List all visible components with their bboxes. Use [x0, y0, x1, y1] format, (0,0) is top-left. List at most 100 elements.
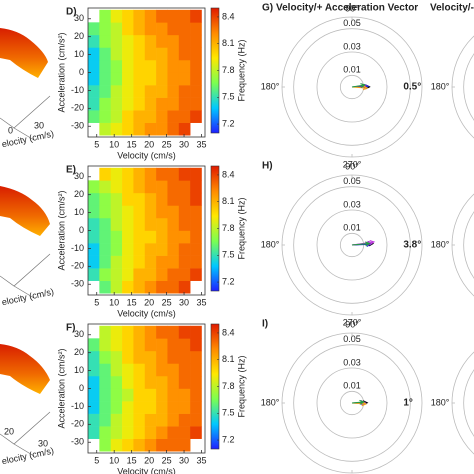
- heatmap-cell: [144, 426, 157, 439]
- y-tick-label: 0: [79, 67, 84, 77]
- heatmap-cell: [110, 325, 123, 339]
- y-tick-label: 20: [74, 347, 84, 357]
- heatmap-cell: [178, 438, 191, 452]
- x-tick-label: 5: [94, 455, 99, 465]
- panel-label: I): [262, 319, 268, 330]
- heatmap-cell: [167, 34, 180, 48]
- heatmap-cell: [122, 243, 134, 256]
- heatmap-cell: [133, 338, 146, 352]
- heatmap-cell: [167, 22, 180, 36]
- heatmap-cell: [122, 34, 134, 48]
- colorbar-tick-label: 7.2: [222, 118, 235, 128]
- heatmap-cell: [178, 280, 191, 294]
- y-tick-label: -10: [71, 85, 84, 95]
- heatmap-cell: [110, 47, 123, 61]
- heatmap-cell: [167, 255, 180, 269]
- surface-axis-label: elocity (cm/s): [1, 286, 55, 307]
- surface: [0, 344, 50, 394]
- surface-axis: [0, 411, 51, 457]
- heatmap-cell: [122, 205, 134, 219]
- heatmap-cell: [88, 217, 100, 231]
- heatmap-cell: [122, 363, 134, 377]
- heatmap-cell: [110, 217, 123, 231]
- heatmap-cell: [133, 426, 146, 439]
- heatmap-cell: [88, 388, 100, 402]
- y-tick-label: 10: [74, 365, 84, 375]
- heatmap-cell: [190, 85, 202, 98]
- heatmap-cell: [190, 110, 202, 123]
- polar-plot: 0.01 0.03 0.05 90° 180° 270°: [261, 319, 423, 474]
- heatmap-cell: [88, 401, 100, 414]
- angular-tick-label: 180°: [431, 81, 450, 91]
- heatmap-cell: [88, 375, 100, 389]
- heatmap-cell: [178, 255, 191, 269]
- heatmap-cell: [88, 22, 100, 36]
- heatmap-cell: [178, 85, 191, 98]
- heatmap-cell: [99, 167, 112, 181]
- heatmap-cell: [190, 205, 202, 219]
- heatmap-cell: [99, 280, 112, 294]
- heatmap-cell: [178, 97, 191, 111]
- heatmap-cell: [167, 217, 180, 231]
- heatmap-cell: [144, 34, 157, 48]
- heatmap-cell: [99, 122, 112, 136]
- heatmap-cell: [88, 230, 100, 244]
- heatmap-cell: [99, 22, 112, 36]
- y-tick-label: -20: [71, 261, 84, 271]
- x-tick-label: 30: [179, 297, 189, 307]
- heatmap-cell: [156, 192, 168, 206]
- y-tick-label: 10: [74, 207, 84, 217]
- heatmap-cell: [122, 401, 134, 414]
- heatmap-cell: [190, 9, 202, 23]
- y-tick-label: -30: [71, 437, 84, 447]
- heatmap-cell: [133, 350, 146, 364]
- y-tick-label: -10: [71, 243, 84, 253]
- heatmap-cell: [99, 363, 112, 377]
- heatmap-cell: [99, 72, 112, 86]
- heatmap-cell: [122, 47, 134, 61]
- heatmap-cell: [144, 180, 157, 194]
- surface-axis: [0, 95, 51, 141]
- x-tick-label: 10: [109, 455, 119, 465]
- heatmap-cell: [88, 338, 100, 352]
- heatmap-cell: [167, 47, 180, 61]
- surface: [0, 28, 48, 78]
- radial-grid-circle: [463, 53, 474, 121]
- heatmap-cell: [99, 350, 112, 364]
- heatmap-cell: [156, 85, 168, 98]
- heatmap-cell: [178, 413, 191, 427]
- polar-frame: [451, 351, 474, 455]
- heatmap-cell: [122, 110, 134, 123]
- heatmap-cell: [156, 255, 168, 269]
- angular-tick-label: 90°: [345, 319, 359, 329]
- heatmap-cell: [99, 388, 112, 402]
- surface-tick-label: 20: [4, 426, 14, 436]
- heatmap-cell: [133, 363, 146, 377]
- x-axis-label: Velocity (cm/s): [117, 150, 176, 160]
- heatmap-cell: [99, 325, 112, 339]
- heatmap-cell: [178, 180, 191, 194]
- polar-plot: 180°: [431, 351, 474, 455]
- heatmap-cell: [110, 388, 123, 402]
- heatmap-cell: [190, 243, 202, 256]
- heatmap-cell: [133, 413, 146, 427]
- heatmap-cell: [144, 122, 157, 136]
- heatmap-cell: [110, 72, 123, 86]
- heatmap-cell: [133, 72, 146, 86]
- heatmap-cell: [88, 97, 100, 111]
- panel-label: E): [66, 165, 76, 176]
- heatmap-cell: [190, 268, 202, 281]
- heatmap-cell: [110, 350, 123, 364]
- surface-tick-label: 0: [8, 125, 13, 135]
- heatmap-cell: [133, 167, 146, 181]
- heatmap-cell: [178, 375, 191, 389]
- colorbar-tick-label: 8.4: [222, 327, 235, 337]
- heatmap-cell: [156, 22, 168, 36]
- heatmap-cell: [110, 9, 123, 23]
- heatmap-cell: [190, 325, 202, 339]
- heatmap-cell: [144, 388, 157, 402]
- heatmap-cell: [122, 426, 134, 439]
- heatmap-cell: [99, 230, 112, 244]
- colorbar-tick-label: 7.2: [222, 434, 235, 444]
- heatmap-cell: [144, 72, 157, 86]
